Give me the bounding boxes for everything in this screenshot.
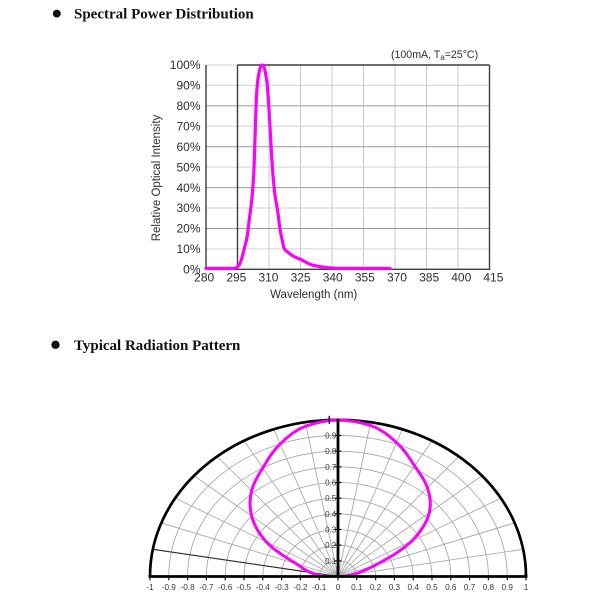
svg-text:0.8: 0.8 <box>483 583 495 592</box>
svg-text:90%: 90% <box>176 79 200 93</box>
svg-text:325: 325 <box>291 271 311 285</box>
svg-text:-0.8: -0.8 <box>181 583 196 592</box>
svg-text:20%: 20% <box>176 222 200 236</box>
svg-text:310: 310 <box>258 271 278 285</box>
svg-text:340: 340 <box>323 271 343 285</box>
svg-text:-0.5: -0.5 <box>237 583 252 592</box>
svg-text:0: 0 <box>336 583 341 592</box>
svg-text:0.9: 0.9 <box>325 431 337 440</box>
svg-text:0.6: 0.6 <box>325 478 337 487</box>
svg-text:0.1: 0.1 <box>351 583 363 592</box>
svg-text:0.1: 0.1 <box>325 557 337 566</box>
svg-text:Relative Optical Intensity: Relative Optical Intensity <box>151 114 163 241</box>
svg-text:Wavelength (nm): Wavelength (nm) <box>270 289 357 301</box>
svg-text:0.2: 0.2 <box>325 541 337 550</box>
svg-text:0%: 0% <box>183 263 201 277</box>
svg-text:100%: 100% <box>170 58 201 72</box>
svg-text:0.4: 0.4 <box>325 510 337 519</box>
svg-text:(100mA, Ta=25°C): (100mA, Ta=25°C) <box>391 49 478 62</box>
svg-text:280: 280 <box>194 271 214 285</box>
svg-text:0.2: 0.2 <box>370 583 382 592</box>
svg-text:0.6: 0.6 <box>445 583 457 592</box>
svg-text:30%: 30% <box>176 201 200 215</box>
svg-text:0.4: 0.4 <box>408 583 420 592</box>
svg-text:0.5: 0.5 <box>325 494 337 503</box>
svg-text:0.5: 0.5 <box>426 583 438 592</box>
svg-text:355: 355 <box>355 271 375 285</box>
svg-text:Spectral Power Distribution: Spectral Power Distribution <box>74 7 254 23</box>
svg-text:415: 415 <box>483 271 503 285</box>
svg-text:-0.9: -0.9 <box>162 583 177 592</box>
svg-text:0.9: 0.9 <box>502 583 514 592</box>
svg-text:-0.1: -0.1 <box>312 583 327 592</box>
svg-text:-1: -1 <box>146 583 154 592</box>
svg-text:385: 385 <box>419 271 439 285</box>
svg-text:0.7: 0.7 <box>325 463 337 472</box>
svg-text:-0.2: -0.2 <box>293 583 308 592</box>
svg-text:60%: 60% <box>176 140 200 154</box>
svg-text:10%: 10% <box>176 242 200 256</box>
svg-text:400: 400 <box>451 271 471 285</box>
svg-text:80%: 80% <box>176 99 200 113</box>
svg-text:295: 295 <box>226 271 246 285</box>
svg-text:0.8: 0.8 <box>325 447 337 456</box>
svg-text:50%: 50% <box>176 160 200 174</box>
svg-text:-0.7: -0.7 <box>199 583 214 592</box>
svg-text:1: 1 <box>524 583 529 592</box>
svg-text:0.3: 0.3 <box>389 583 401 592</box>
svg-text:-0.4: -0.4 <box>256 583 271 592</box>
svg-text:40%: 40% <box>176 181 200 195</box>
svg-text:0.7: 0.7 <box>464 583 476 592</box>
svg-text:70%: 70% <box>176 119 200 133</box>
svg-text:-0.6: -0.6 <box>218 583 233 592</box>
svg-text:Typical Radiation Pattern: Typical Radiation Pattern <box>74 338 241 354</box>
svg-text:-0.3: -0.3 <box>275 583 290 592</box>
svg-text:0.3: 0.3 <box>325 525 337 534</box>
svg-text:370: 370 <box>387 271 407 285</box>
